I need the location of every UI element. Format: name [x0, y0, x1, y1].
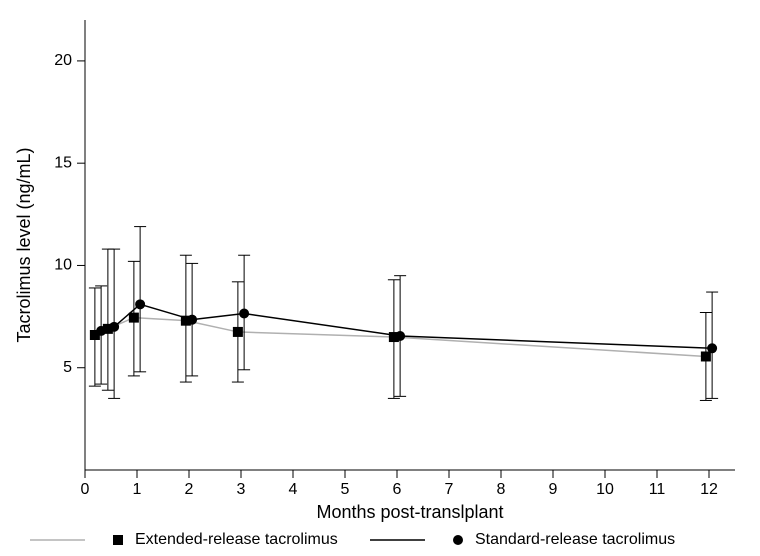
- x-tick-label: 0: [81, 481, 90, 498]
- tacrolimus-chart: 51015200123456789101112Months post-trans…: [0, 0, 760, 556]
- x-tick-label: 9: [549, 481, 558, 498]
- y-axis-title: Tacrolimus level (ng/mL): [14, 147, 34, 342]
- x-tick-label: 1: [133, 481, 142, 498]
- y-tick-label: 5: [63, 359, 72, 376]
- x-tick-label: 7: [445, 481, 454, 498]
- legend-label-standard: Standard-release tacrolimus: [475, 531, 675, 548]
- legend-label-extended: Extended-release tacrolimus: [135, 531, 338, 548]
- x-tick-label: 6: [393, 481, 402, 498]
- marker-standard: [707, 343, 717, 353]
- marker-standard: [135, 299, 145, 309]
- x-tick-label: 8: [497, 481, 506, 498]
- legend-marker-standard: [453, 535, 463, 545]
- marker-extended: [129, 313, 139, 323]
- marker-standard: [187, 315, 197, 325]
- marker-standard: [239, 309, 249, 319]
- x-tick-label: 12: [700, 481, 718, 498]
- series-line-standard: [101, 304, 712, 348]
- x-axis-title: Months post-translplant: [316, 502, 503, 522]
- y-tick-label: 20: [54, 52, 72, 69]
- marker-extended: [701, 351, 711, 361]
- marker-extended: [233, 327, 243, 337]
- y-tick-label: 10: [54, 257, 72, 274]
- marker-standard: [395, 331, 405, 341]
- x-tick-label: 2: [185, 481, 194, 498]
- y-tick-label: 15: [54, 154, 72, 171]
- x-tick-label: 10: [596, 481, 614, 498]
- marker-standard: [109, 322, 119, 332]
- x-tick-label: 5: [341, 481, 350, 498]
- x-tick-label: 3: [237, 481, 246, 498]
- x-tick-label: 11: [649, 481, 666, 498]
- marker-standard: [96, 326, 106, 336]
- x-tick-label: 4: [289, 481, 298, 498]
- legend-marker-extended: [113, 535, 123, 545]
